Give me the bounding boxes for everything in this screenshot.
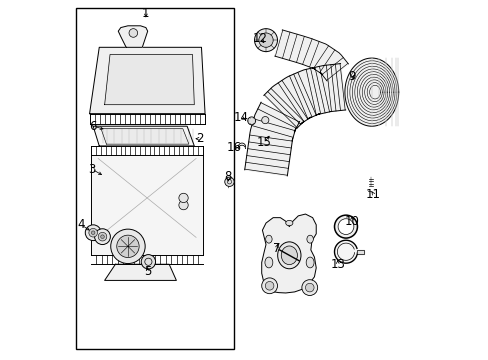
Ellipse shape (285, 220, 292, 226)
Polygon shape (274, 30, 347, 81)
Text: 16: 16 (226, 141, 242, 154)
Polygon shape (344, 58, 398, 126)
Polygon shape (104, 54, 194, 105)
Circle shape (334, 215, 357, 238)
Ellipse shape (277, 242, 301, 269)
Text: 11: 11 (366, 188, 380, 201)
Bar (76, 8, 233, 348)
Circle shape (334, 240, 357, 263)
Text: 13: 13 (329, 258, 345, 271)
Text: 2: 2 (196, 132, 203, 145)
Polygon shape (101, 129, 188, 144)
Polygon shape (261, 214, 316, 293)
Circle shape (89, 228, 97, 237)
Circle shape (305, 283, 313, 292)
Text: 9: 9 (347, 69, 355, 82)
Circle shape (261, 278, 277, 294)
Ellipse shape (306, 235, 313, 243)
Circle shape (98, 232, 106, 241)
Circle shape (254, 29, 277, 51)
Text: 14: 14 (233, 111, 248, 124)
Circle shape (258, 33, 273, 47)
Ellipse shape (265, 235, 271, 243)
Circle shape (94, 229, 110, 244)
Circle shape (91, 231, 95, 234)
Circle shape (301, 280, 317, 296)
Polygon shape (357, 249, 363, 254)
Circle shape (224, 177, 234, 186)
Polygon shape (104, 264, 176, 280)
Circle shape (117, 235, 139, 257)
Circle shape (110, 229, 145, 264)
Polygon shape (244, 102, 299, 176)
Text: 8: 8 (224, 170, 232, 183)
Ellipse shape (305, 257, 313, 268)
Text: 12: 12 (253, 32, 267, 45)
Text: 4: 4 (78, 218, 85, 231)
Circle shape (101, 235, 104, 238)
Polygon shape (118, 26, 147, 47)
Circle shape (179, 201, 188, 210)
Polygon shape (91, 155, 203, 255)
Text: 7: 7 (272, 242, 280, 255)
Circle shape (247, 117, 255, 125)
Text: 15: 15 (256, 136, 271, 149)
Polygon shape (93, 126, 194, 146)
Circle shape (265, 282, 273, 290)
Text: 1: 1 (142, 7, 149, 20)
Circle shape (129, 29, 137, 37)
Text: 5: 5 (143, 265, 151, 278)
Circle shape (261, 117, 268, 124)
Circle shape (85, 225, 101, 240)
Ellipse shape (281, 246, 297, 265)
Circle shape (179, 193, 188, 203)
Polygon shape (264, 64, 345, 129)
Ellipse shape (264, 257, 272, 268)
Text: 10: 10 (344, 215, 359, 228)
Text: 3: 3 (88, 163, 96, 176)
Circle shape (337, 219, 353, 234)
Circle shape (141, 255, 155, 269)
Polygon shape (89, 47, 204, 114)
Text: 6: 6 (89, 120, 97, 133)
